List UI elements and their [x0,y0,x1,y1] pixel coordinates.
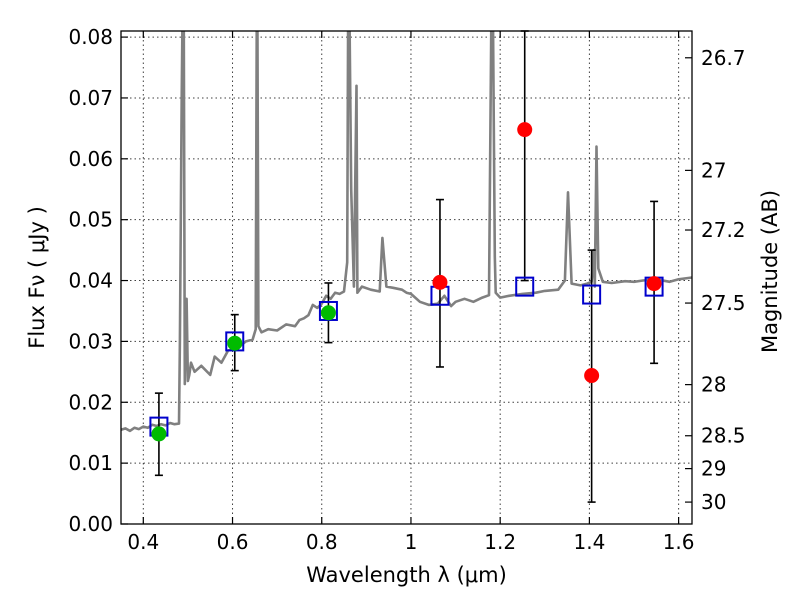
y-right-tick-label: 28.5 [701,424,746,448]
template-spectrum-line [121,31,692,433]
filled-circle-point [320,305,336,321]
x-tick-label: 1.2 [484,530,516,554]
plot-frame [120,30,693,525]
x-axis-label: Wavelength λ (μm) [306,563,507,587]
grid-layer [121,31,692,525]
filled-circle-point [517,122,533,138]
y-tick-label: 0.01 [68,451,113,475]
x-tick-label: 1 [405,530,418,554]
y-tick-label: 0.04 [68,269,113,293]
tick-layer: 0.4 0.6 0.8 1 1.2 1.4 1.6 0.00 0.01 0.02 0.03 0.04 0… [68,25,745,554]
x-tick-label: 1.6 [663,530,695,554]
y-axis-label: Flux Fν ( μJy ) [25,206,49,349]
x-tick-label: 0.8 [306,530,338,554]
y-tick-label: 0.00 [68,512,113,536]
filled-circle-point [432,274,448,290]
y-right-tick-label: 27.2 [701,218,746,242]
y-right-tick-label: 30 [701,490,726,514]
y-right-tick-label: 27.5 [701,291,746,315]
y-tick-label: 0.08 [68,25,113,49]
filled-circle-point [584,367,600,383]
errorbar-layer [154,30,659,503]
filled-circle-point [227,335,243,351]
y-right-tick-label: 26.7 [701,46,746,70]
open-square-point [515,276,535,297]
filled-circle-point [646,276,662,292]
open-square-point [582,284,602,305]
x-tick-label: 1.4 [573,530,605,554]
y-tick-label: 0.05 [68,208,113,232]
y-tick-label: 0.07 [68,86,113,110]
y-tick-label: 0.02 [68,390,113,414]
filled-circle-point [151,426,167,442]
y-right-axis-label: Magnitude (AB) [758,190,782,353]
y-right-tick-label: 29 [701,457,726,481]
y-tick-label: 0.06 [68,147,113,171]
template-spectrum-layer [121,31,692,433]
x-tick-label: 0.6 [217,530,249,554]
y-tick-label: 0.03 [68,329,113,353]
x-tick-label: 0.4 [127,530,159,554]
y-right-tick-label: 28 [701,373,726,397]
y-right-tick-label: 27 [701,158,726,182]
marker-layer [149,122,664,442]
